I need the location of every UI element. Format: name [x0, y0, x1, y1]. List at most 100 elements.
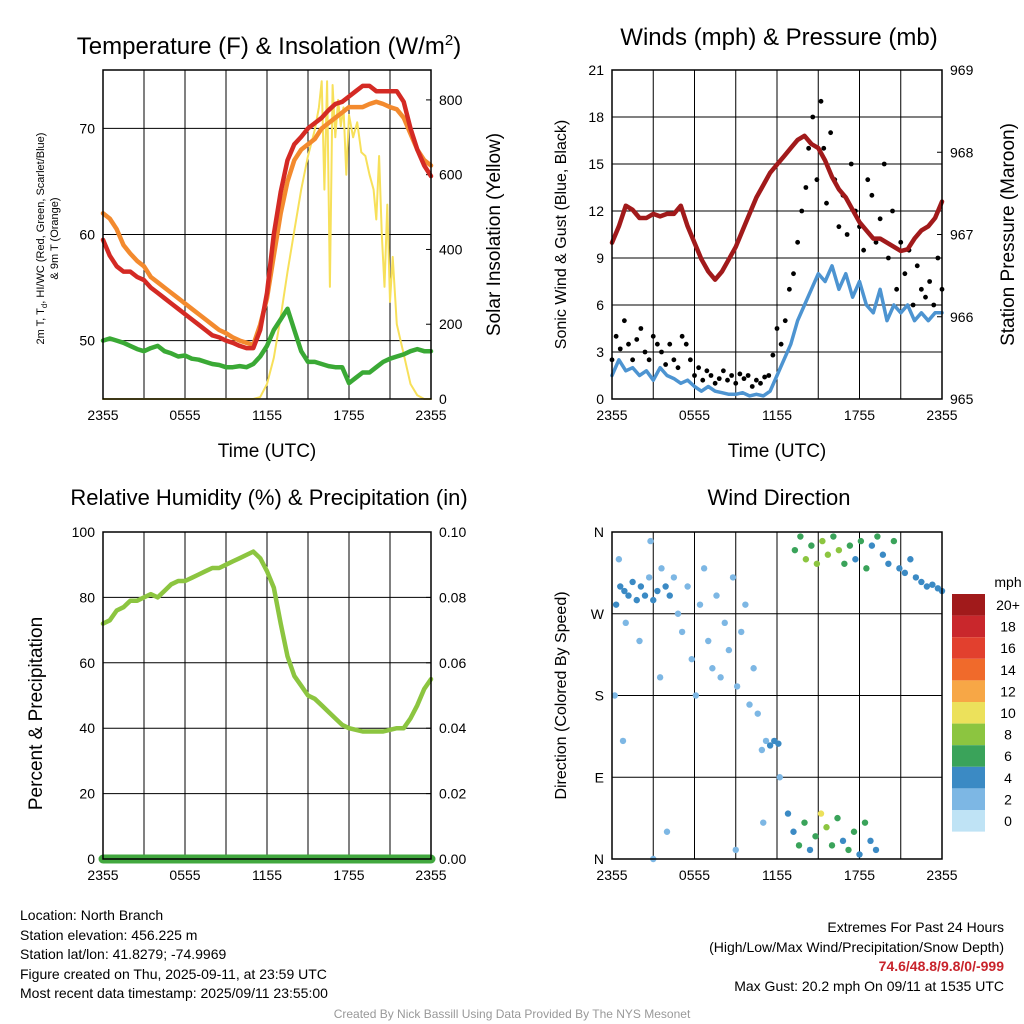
direction-point	[929, 581, 936, 588]
direction-point	[637, 583, 645, 590]
station-elevation: Station elevation: 456.225 m	[20, 926, 198, 943]
plot-frame	[611, 69, 943, 400]
legend-label: 4	[1004, 770, 1012, 786]
direction-point	[666, 592, 673, 599]
y2-tick-label: 967	[950, 227, 974, 243]
y2-tick-label: 0.00	[439, 851, 466, 867]
direction-point	[733, 683, 741, 690]
direction-point	[790, 828, 797, 835]
direction-point	[823, 824, 830, 831]
y2-axis-label-group: Station Pressure (Maroon)	[998, 123, 1019, 346]
gust-point	[687, 357, 693, 363]
plot-frame	[102, 531, 432, 860]
x-tick-label: 1755	[844, 867, 875, 883]
y-tick-label: 12	[588, 203, 604, 219]
direction-point	[828, 842, 836, 849]
y-tick-label: 6	[596, 297, 604, 313]
direction-point	[841, 560, 848, 567]
recent-timestamp: Most recent data timestamp: 2025/09/11 2…	[20, 985, 328, 1001]
direction-point	[797, 533, 804, 540]
gust-point	[935, 255, 941, 261]
direction-point	[907, 556, 914, 563]
gust-point	[762, 374, 768, 380]
direction-point	[857, 537, 865, 545]
y2-tick-label: 0	[439, 391, 447, 407]
gust-point	[729, 373, 735, 378]
direction-point	[776, 774, 783, 781]
gust-point	[931, 302, 937, 308]
y-axis-label-group: Sonic Wind & Gust (Blue, Black)	[553, 120, 570, 349]
y2-tick-label: 965	[950, 391, 974, 407]
series-wind	[610, 264, 944, 398]
direction-point	[872, 846, 880, 854]
gust-point	[741, 376, 747, 382]
y-tick-label: 40	[79, 720, 95, 736]
direction-point	[890, 537, 898, 545]
station-info: Location: North Branch Station elevation…	[20, 906, 328, 1004]
gust-point	[902, 271, 908, 277]
legend-label: 6	[1004, 748, 1012, 764]
x-tick-label: 1755	[333, 867, 364, 883]
gust-point	[613, 333, 619, 339]
y-tick-label: E	[595, 769, 604, 785]
gust-point	[914, 263, 920, 269]
direction-point	[641, 592, 649, 599]
winds-chart: Winds (mph) & Pressure (mb) 2355 0555 1155 1…	[553, 24, 1019, 462]
direction-point	[760, 819, 767, 826]
direction-point	[612, 601, 620, 608]
direction-point	[885, 560, 892, 567]
direction-point	[611, 692, 618, 699]
gust-point	[873, 239, 879, 245]
legend-swatch	[952, 702, 985, 724]
direction-point	[662, 583, 669, 590]
direction-point	[709, 665, 716, 672]
gust-point	[663, 362, 669, 367]
legend-label: 2	[1004, 791, 1012, 807]
series-rh	[100, 549, 434, 734]
figure-created: Figure created on Thu, 2025-09-11, at 23…	[20, 965, 327, 982]
direction-point	[819, 537, 826, 545]
direction-point	[754, 710, 761, 717]
gust-point	[720, 368, 726, 374]
chart-title: Temperature (F) & Insolation (W/m2)	[77, 32, 461, 60]
x-tick-label: 1155	[762, 867, 792, 883]
direction-point	[732, 846, 739, 854]
gust-point	[671, 357, 677, 363]
gust-point	[766, 373, 772, 378]
y-tick-label: 15	[588, 156, 604, 172]
x-tick-label: 1755	[333, 407, 364, 423]
direction-point	[812, 833, 819, 840]
direction-point	[738, 628, 745, 636]
y2-axis-label: Station Pressure (Maroon)	[998, 123, 1019, 346]
y2-tick-label: 0.06	[439, 655, 466, 671]
gust-point	[803, 185, 809, 190]
x-tick-label: 2355	[596, 407, 627, 423]
gust-point	[869, 192, 875, 198]
direction-point	[856, 851, 863, 858]
gust-point	[782, 318, 788, 324]
x-tick-label: 1155	[252, 867, 282, 883]
humidity-chart: Relative Humidity (%) & Precipitation (i…	[26, 485, 468, 883]
temperature-chart: Temperature (F) & Insolation (W/m2)2355 0…	[35, 32, 505, 462]
gust-point	[824, 200, 829, 206]
legend-swatch	[952, 680, 985, 702]
direction-point	[625, 592, 632, 599]
direction-point	[845, 846, 852, 854]
gust-point	[898, 239, 904, 245]
gust-point	[683, 341, 689, 347]
gust-point	[758, 380, 763, 386]
gust-point	[918, 286, 924, 292]
y-tick-label: 50	[79, 333, 95, 349]
gust-point	[650, 333, 656, 339]
direction-point	[621, 587, 628, 595]
y-tick-label: 80	[79, 589, 95, 605]
gust-point	[667, 341, 673, 347]
direction-point	[674, 610, 682, 617]
direction-point	[868, 542, 876, 549]
y-tick-label: 21	[588, 62, 604, 78]
y-tick-label: 70	[79, 120, 95, 136]
direction-point	[801, 819, 808, 826]
direction-point	[629, 578, 636, 586]
gust-point	[778, 341, 784, 347]
